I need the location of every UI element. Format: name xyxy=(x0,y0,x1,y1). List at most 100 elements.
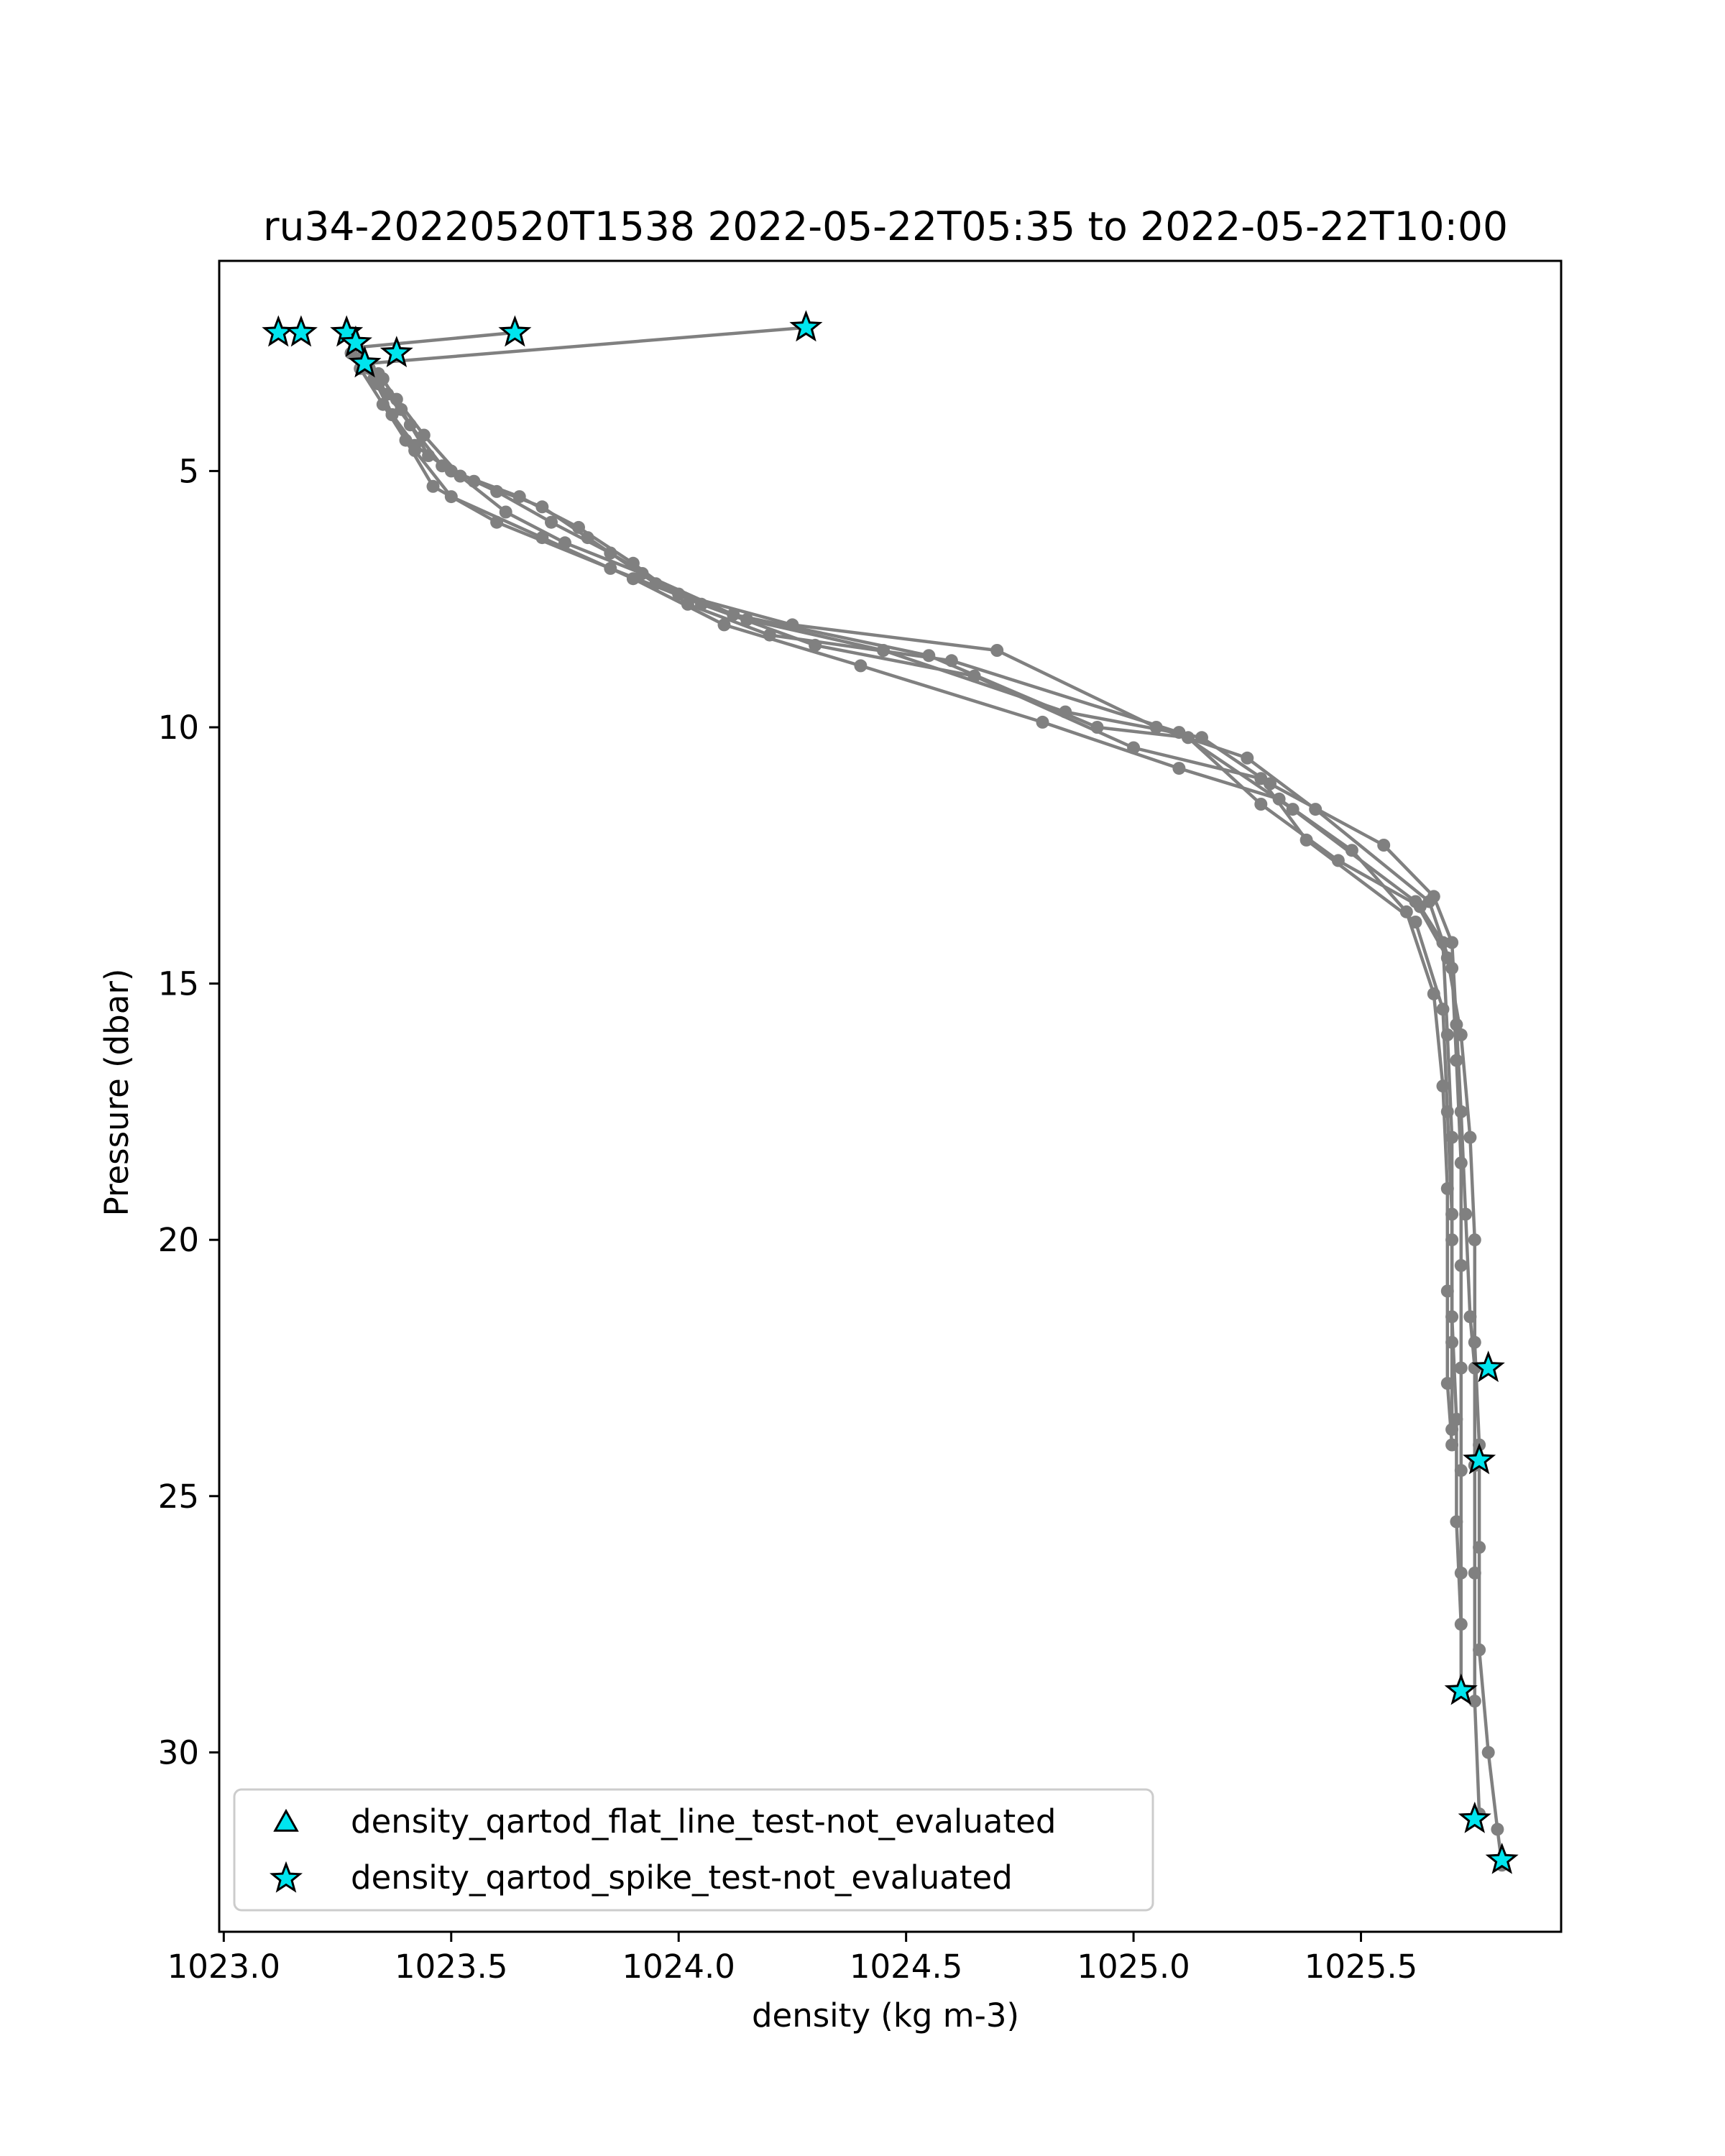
y-tick-label: 15 xyxy=(158,965,199,1003)
profile-point xyxy=(1450,1515,1463,1529)
profile-point xyxy=(1309,803,1322,816)
axes: 1023.0 1023.5 1024.0 1024.5 1025.0 1025.5 5 10 1… xyxy=(158,259,1563,1986)
profile-point xyxy=(1454,1618,1468,1631)
profile-point xyxy=(990,644,1004,657)
profile-point xyxy=(376,397,390,411)
profile-point xyxy=(1468,1566,1481,1580)
profile-point xyxy=(1409,916,1422,929)
profile-point xyxy=(399,433,413,447)
profile-point xyxy=(1272,792,1286,806)
spike-flag-marker xyxy=(498,315,532,347)
plot-frame xyxy=(218,259,1563,1933)
profile-point xyxy=(877,644,890,657)
profile-point xyxy=(1090,721,1104,734)
legend-box xyxy=(233,1788,1154,1912)
profile-point xyxy=(1445,1423,1459,1437)
profile-point xyxy=(1345,844,1358,857)
profile-point xyxy=(535,531,549,545)
y-tick-label: 5 xyxy=(178,452,199,490)
plot-area xyxy=(262,310,1519,1874)
y-tick-label: 10 xyxy=(158,709,199,747)
profile-point xyxy=(1445,1335,1459,1349)
legend-star-icon xyxy=(269,1861,303,1893)
profile-point xyxy=(1473,1643,1486,1657)
profile-point xyxy=(1436,1079,1450,1093)
profile-point xyxy=(1454,1156,1468,1170)
profile-line-5 xyxy=(359,367,1463,1625)
spike-flag-marker xyxy=(1471,1350,1505,1383)
profile-point xyxy=(649,577,663,591)
profile-point xyxy=(1300,833,1313,847)
profile-point xyxy=(681,597,694,611)
profile-point xyxy=(1491,1823,1504,1836)
x-tick-label: 1025.0 xyxy=(1077,1948,1190,1986)
profile-point xyxy=(1440,1028,1454,1041)
profile-point xyxy=(1149,721,1163,734)
profile-point xyxy=(1445,1207,1459,1221)
profile-point xyxy=(436,459,449,473)
profile-point xyxy=(727,608,740,622)
profile-point xyxy=(1454,1028,1468,1041)
x-tick-label: 1024.0 xyxy=(622,1948,735,1986)
profile-point xyxy=(604,561,617,575)
profile-point xyxy=(1445,962,1459,975)
profile-point xyxy=(626,556,640,570)
legend-triangle-icon xyxy=(273,1808,299,1832)
profile-line-7 xyxy=(351,331,515,350)
profile-point xyxy=(545,515,558,529)
spike-flag-marker xyxy=(1463,1442,1496,1475)
spike-flag-marker xyxy=(284,315,318,347)
x-tick-label: 1023.5 xyxy=(395,1948,507,1986)
profile-point xyxy=(558,536,571,550)
profile-point xyxy=(1468,1233,1481,1247)
profile-point xyxy=(694,597,708,611)
profile-point xyxy=(1445,1233,1459,1247)
profile-point xyxy=(922,649,936,663)
profile-point xyxy=(1286,803,1300,816)
profile-point xyxy=(572,520,585,534)
profile-point xyxy=(490,484,504,498)
y-tick-label: 25 xyxy=(158,1478,199,1516)
profile-point xyxy=(1445,1130,1459,1144)
legend: density_qartod_flat_line_test-not_evalua… xyxy=(233,1788,1154,1912)
profile-point xyxy=(672,587,686,601)
profile-point xyxy=(1413,900,1427,913)
profile-point xyxy=(385,408,399,421)
profile-point xyxy=(854,659,868,673)
profile-point xyxy=(626,572,640,586)
profile-point xyxy=(1450,1054,1463,1067)
profile-point xyxy=(408,443,422,457)
profile-point xyxy=(786,618,799,632)
profile-point xyxy=(581,531,594,545)
profile-point xyxy=(512,490,526,504)
chart-title: ru34-20220520T1538 2022-05-22T05:35 to 2… xyxy=(263,203,1508,249)
profile-point xyxy=(499,505,512,519)
profile-point xyxy=(1473,1541,1486,1554)
spike-flag-marker xyxy=(1444,1673,1478,1705)
profile-point xyxy=(967,669,981,683)
profile-point xyxy=(1254,772,1268,786)
x-tick-label: 1025.5 xyxy=(1305,1948,1417,1986)
profile-point xyxy=(1440,1284,1454,1298)
profile-point xyxy=(1445,936,1459,949)
spike-flag-marker xyxy=(789,310,823,342)
profile-point xyxy=(717,618,731,632)
spike-flag-marker xyxy=(380,336,413,368)
profile-point xyxy=(1454,1566,1468,1580)
profile-point xyxy=(1059,705,1072,719)
profile-point xyxy=(1459,1207,1473,1221)
profile-point xyxy=(1241,751,1254,765)
profile-point xyxy=(1427,987,1440,1000)
spike-flag-marker xyxy=(348,346,382,378)
profile-point xyxy=(1440,1181,1454,1195)
x-tick-label: 1024.5 xyxy=(850,1948,962,1986)
profile-point xyxy=(1445,1310,1459,1324)
profile-point xyxy=(454,469,467,483)
profile-point xyxy=(809,638,822,652)
spike-flag-marker xyxy=(1485,1842,1519,1874)
profile-point xyxy=(1399,905,1413,918)
profile-point xyxy=(604,546,617,560)
profile-point xyxy=(1436,936,1450,949)
profile-point xyxy=(1468,1335,1481,1349)
